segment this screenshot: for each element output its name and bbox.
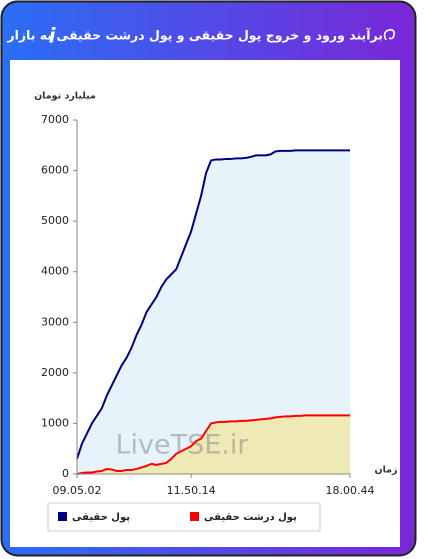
series-line: [76, 414, 350, 475]
legend-box: [47, 502, 321, 532]
y-tick-label: 4000: [41, 265, 69, 278]
y-tick-label: 3000: [41, 315, 69, 328]
y-tick-label: 2000: [41, 366, 69, 379]
plot: میلیارد تومان زمان LiveTSE.ir 0 1000 2000 3000…: [34, 91, 398, 532]
legend-swatch: [58, 512, 67, 521]
series-line: [76, 149, 350, 460]
y-axis-label: میلیارد تومان: [34, 91, 96, 102]
x-tick-label: 11.50.14: [167, 484, 216, 497]
card-title: برآیند ورود و خروج پول حقیقی و پول درشت …: [6, 28, 383, 43]
watermark: LiveTSE.ir: [115, 430, 249, 461]
y-tick-label: 7000: [41, 113, 69, 126]
area-fill: [77, 150, 350, 475]
title-icon: [383, 29, 395, 41]
info-icon[interactable]: i: [49, 24, 57, 48]
x-tick-label: 09.05.02: [53, 484, 102, 497]
legend-label: پول حقیقی: [72, 512, 130, 523]
y-tick-label: 6000: [41, 164, 69, 177]
x-axis-label: زمان: [374, 465, 397, 476]
x-tick-label: 18.00.44: [326, 484, 375, 497]
legend-swatch: [190, 512, 199, 521]
legend-label: پول درشت حقیقی: [204, 512, 297, 523]
y-tick-label: 1000: [41, 416, 69, 429]
area-fill: [77, 415, 350, 474]
y-tick-label: 0: [62, 467, 69, 480]
y-tick-label: 5000: [41, 214, 69, 227]
